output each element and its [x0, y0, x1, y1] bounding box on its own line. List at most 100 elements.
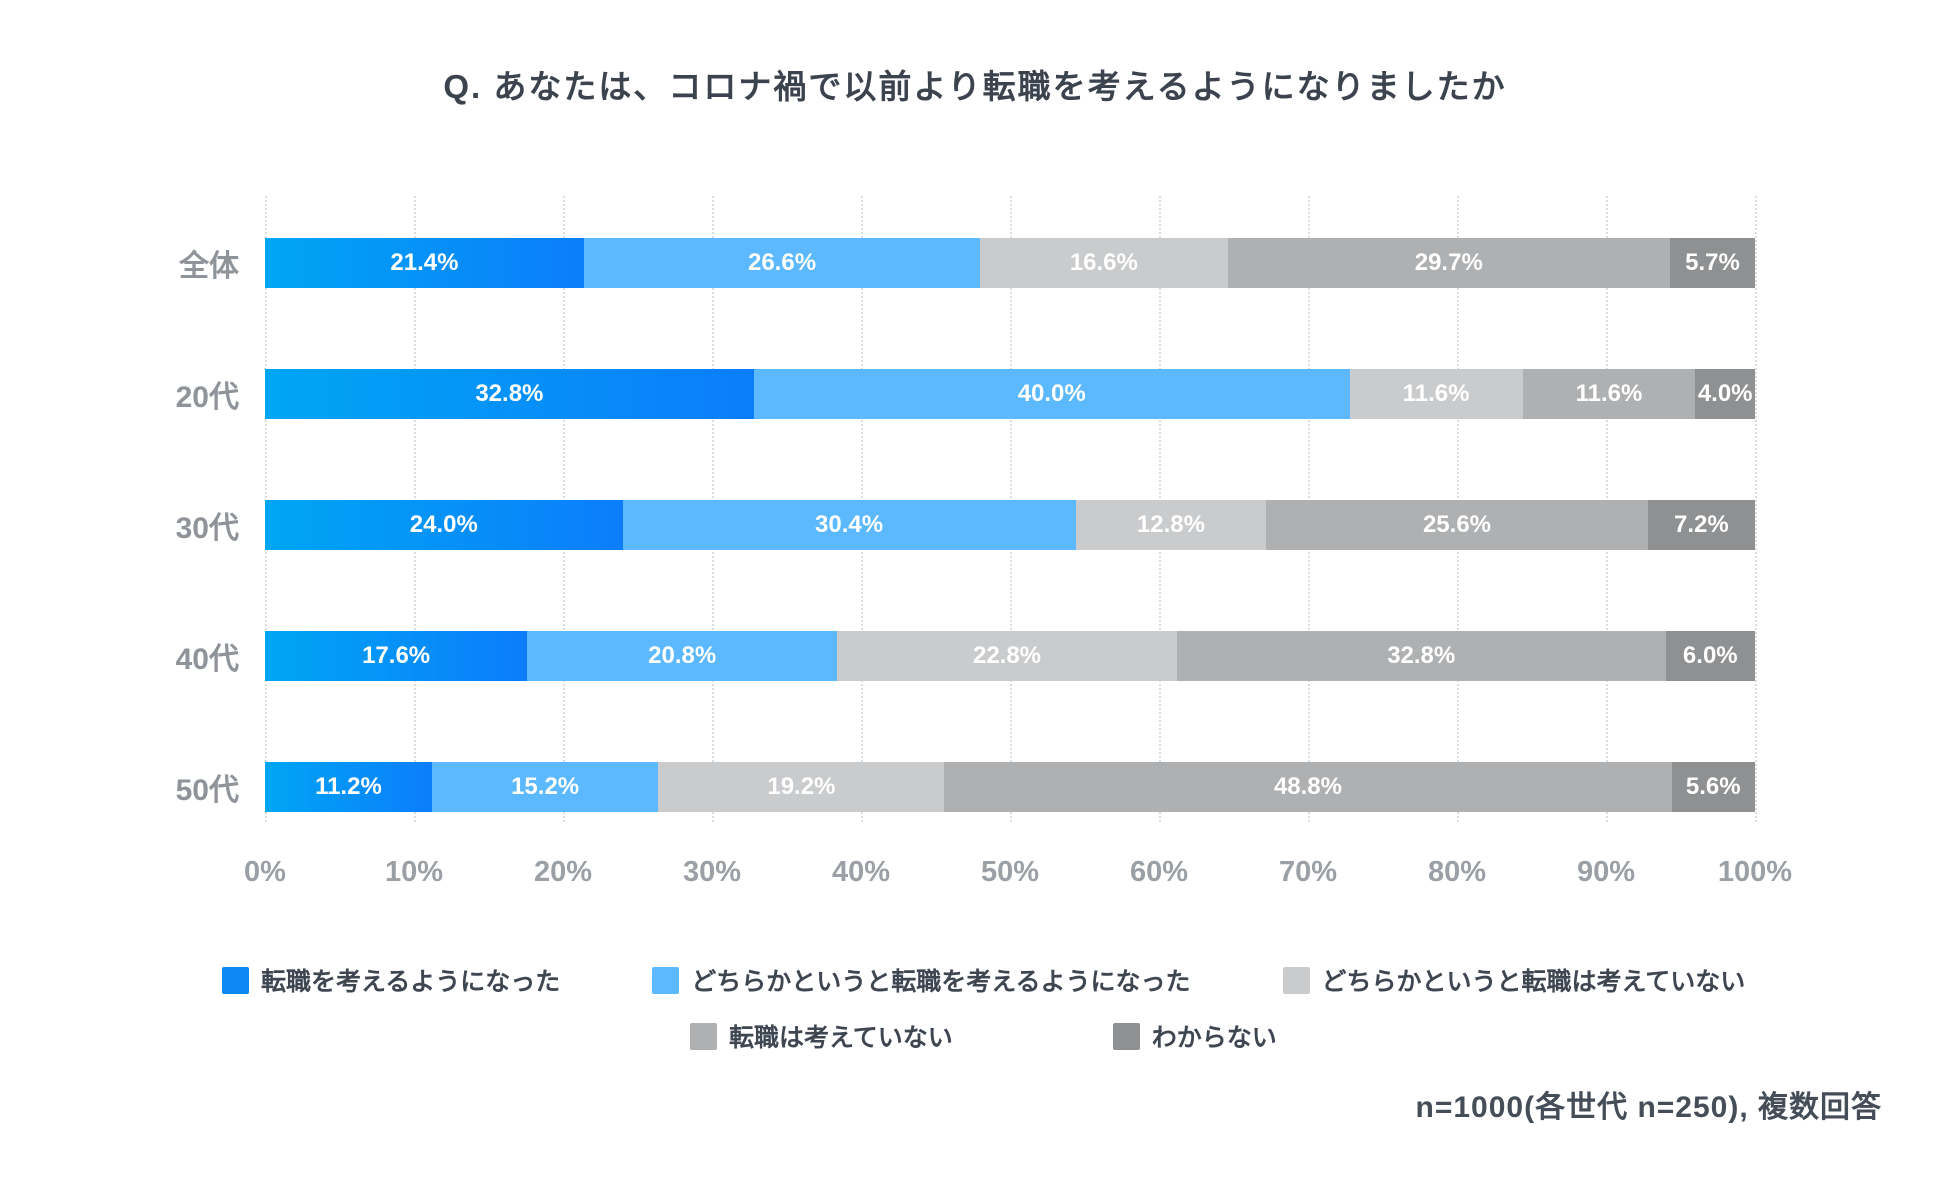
legend-item: どちらかというと転職は考えていない: [1282, 962, 1746, 998]
x-tick-90%: 90%: [1576, 856, 1636, 888]
legend-swatch: [652, 966, 680, 994]
bar-segment: 5.6%: [1671, 762, 1755, 812]
bar-segment: 32.8%: [265, 369, 754, 419]
legend-item: どちらかというと転職を考えるようになった: [652, 962, 1191, 998]
bar-segment: 12.8%: [1075, 500, 1267, 550]
bar-segment: 11.6%: [1349, 369, 1523, 419]
stacked-bar: 17.6% 20.8% 22.8% 32.8% 6.0%: [265, 631, 1755, 681]
stacked-bar: 24.0% 30.4% 12.8% 25.6% 7.2%: [265, 500, 1755, 550]
bar-segment: 5.7%: [1670, 238, 1755, 288]
segment-value-label: 4.0%: [1697, 380, 1753, 407]
bar-segment: 25.6%: [1266, 500, 1648, 550]
x-tick-20%: 20%: [533, 856, 593, 888]
bar-row-50代: 50代 11.2% 15.2% 19.2% 48.8% 5.6%: [176, 762, 1755, 812]
bar-row-30代: 30代 24.0% 30.4% 12.8% 25.6% 7.2%: [176, 500, 1755, 550]
bar-segment: 11.6%: [1522, 369, 1696, 419]
bar-rows: 全体 21.4% 26.6% 16.6% 29.7% 5.7% 20代 32.8% 40.0% 1…: [176, 238, 1755, 812]
bar-segment: 6.0%: [1665, 631, 1755, 681]
segment-value-label: 7.2%: [1673, 511, 1729, 538]
segment-value-label: 22.8%: [972, 642, 1042, 669]
bar-segment: 19.2%: [658, 762, 945, 812]
bar-segment: 26.6%: [583, 238, 981, 288]
segment-value-label: 11.6%: [1575, 380, 1643, 407]
bar-segment: 48.8%: [944, 762, 1672, 812]
bar-segment: 20.8%: [527, 631, 838, 681]
segment-value-label: 16.6%: [1069, 249, 1138, 276]
segment-value-label: 32.8%: [1387, 642, 1456, 669]
segment-value-label: 5.6%: [1685, 773, 1741, 800]
legend-item: 転職を考えるようになった: [222, 962, 560, 998]
stacked-bar: 21.4% 26.6% 16.6% 29.7% 5.7%: [265, 238, 1755, 288]
bar-segment: 29.7%: [1227, 238, 1671, 288]
segment-value-label: 21.4%: [390, 249, 459, 276]
gridline-100%: [1755, 196, 1757, 822]
segment-value-label: 29.7%: [1414, 249, 1483, 276]
legend-swatch: [690, 1022, 717, 1050]
x-tick-0%: 0%: [244, 856, 286, 888]
x-tick-70%: 70%: [1278, 856, 1338, 888]
legend-label: 転職を考えるようになった: [261, 968, 561, 996]
x-tick-30%: 30%: [682, 856, 742, 888]
bar-segment: 17.6%: [265, 631, 528, 681]
bar-segment: 24.0%: [265, 500, 623, 550]
category-label: 50代: [175, 774, 239, 807]
stacked-bar: 11.2% 15.2% 19.2% 48.8% 5.6%: [265, 762, 1755, 812]
segment-value-label: 6.0%: [1682, 642, 1738, 669]
bar-segment: 21.4%: [265, 238, 584, 288]
segment-value-label: 32.8%: [475, 380, 544, 407]
legend-swatch: [1282, 966, 1310, 994]
segment-value-label: 40.0%: [1017, 380, 1086, 407]
segment-value-label: 24.0%: [409, 511, 478, 538]
bar-row-20代: 20代 32.8% 40.0% 11.6% 11.6% 4.0%: [176, 369, 1755, 419]
segment-value-label: 5.7%: [1685, 249, 1740, 276]
segment-value-label: 19.2%: [767, 773, 836, 800]
category-label: 40代: [175, 643, 239, 676]
bar-segment: 32.8%: [1176, 631, 1666, 681]
segment-value-label: 30.4%: [815, 511, 884, 538]
segment-value-label: 17.6%: [362, 642, 431, 669]
bar-row-40代: 40代 17.6% 20.8% 22.8% 32.8% 6.0%: [176, 631, 1755, 681]
category-label: 全体: [179, 250, 239, 283]
x-axis: 0% 10% 20% 30% 40% 50% 60% 70% 80% 90% 100%: [244, 856, 1792, 896]
x-tick-80%: 80%: [1427, 856, 1487, 888]
segment-value-label: 20.8%: [648, 642, 717, 669]
bar-segment: 30.4%: [622, 500, 1076, 550]
segment-value-label: 12.8%: [1136, 511, 1205, 538]
x-tick-60%: 60%: [1129, 856, 1189, 888]
legend-row-2: 転職は考えていない わからない: [690, 1018, 1277, 1054]
legend-label: どちらかというと転職を考えるようになった: [691, 968, 1191, 996]
legend-label: わからない: [1151, 1024, 1277, 1052]
segment-value-label: 48.8%: [1273, 773, 1342, 800]
legend-item: わからない: [1112, 1018, 1277, 1054]
bar-segment: 4.0%: [1695, 369, 1755, 419]
bar-segment: 15.2%: [431, 762, 659, 812]
bar-segment: 22.8%: [837, 631, 1177, 681]
legend-item: 転職は考えていない: [690, 1018, 953, 1054]
x-tick-100%: 100%: [1717, 856, 1793, 888]
bar-row-全体: 全体 21.4% 26.6% 16.6% 29.7% 5.7%: [179, 238, 1755, 288]
category-label: 30代: [175, 512, 239, 545]
legend-label: どちらかというと転職は考えていない: [1321, 968, 1746, 996]
x-tick-10%: 10%: [384, 856, 444, 888]
segment-value-label: 15.2%: [511, 773, 580, 800]
segment-value-label: 11.2%: [315, 773, 382, 800]
bar-segment: 16.6%: [980, 238, 1228, 288]
segment-value-label: 11.6%: [1402, 380, 1470, 407]
sample-size-note: n=1000(各世代 n=250), 複数回答: [1415, 1091, 1882, 1124]
bar-segment: 7.2%: [1647, 500, 1755, 550]
legend-swatch: [222, 966, 249, 994]
bar-segment: 11.2%: [265, 762, 432, 812]
stacked-bar: 32.8% 40.0% 11.6% 11.6% 4.0%: [265, 369, 1755, 419]
legend-swatch: [1112, 1022, 1140, 1050]
segment-value-label: 25.6%: [1422, 511, 1492, 538]
chart-title: Q. あなたは、コロナ禍で以前より転職を考えるようになりましたか: [443, 68, 1507, 105]
x-tick-40%: 40%: [831, 856, 891, 888]
segment-value-label: 26.6%: [747, 249, 817, 276]
category-label: 20代: [175, 381, 239, 414]
x-tick-50%: 50%: [980, 856, 1040, 888]
bar-segment: 40.0%: [753, 369, 1350, 419]
legend-row-1: 転職を考えるようになった どちらかというと転職を考えるようになった どちらかというと…: [222, 962, 1745, 998]
legend-label: 転職は考えていない: [729, 1024, 953, 1052]
plot-area: 全体 21.4% 26.6% 16.6% 29.7% 5.7% 20代 32.8% 40.0% 1…: [176, 196, 1792, 888]
